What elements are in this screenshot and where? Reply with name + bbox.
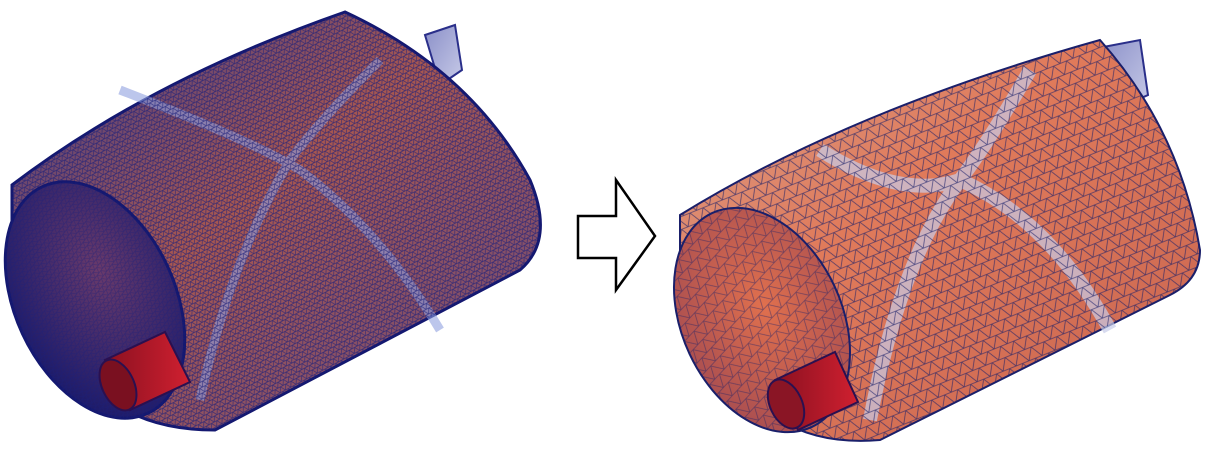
- arrow: [576, 176, 657, 294]
- inlet-opening: [98, 358, 138, 412]
- coarse-mesh: [673, 38, 1202, 442]
- inlet-opening: [766, 378, 806, 430]
- fine-mesh: [3, 10, 542, 432]
